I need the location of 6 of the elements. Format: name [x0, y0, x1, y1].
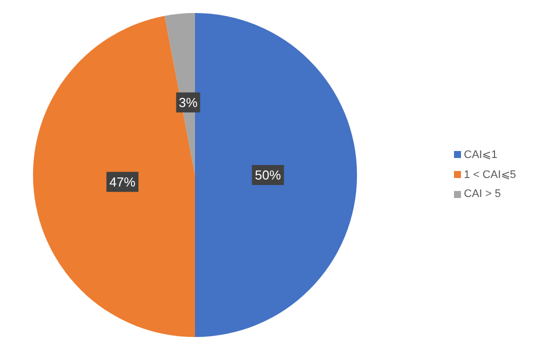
- data-label: 47%: [109, 174, 136, 190]
- legend-label: CAI⩽1: [464, 148, 498, 161]
- legend-label: CAI > 5: [464, 188, 501, 200]
- data-label: 3%: [178, 94, 198, 110]
- legend-label: 1 < CAI⩽5: [464, 168, 516, 181]
- data-label: 50%: [254, 168, 282, 182]
